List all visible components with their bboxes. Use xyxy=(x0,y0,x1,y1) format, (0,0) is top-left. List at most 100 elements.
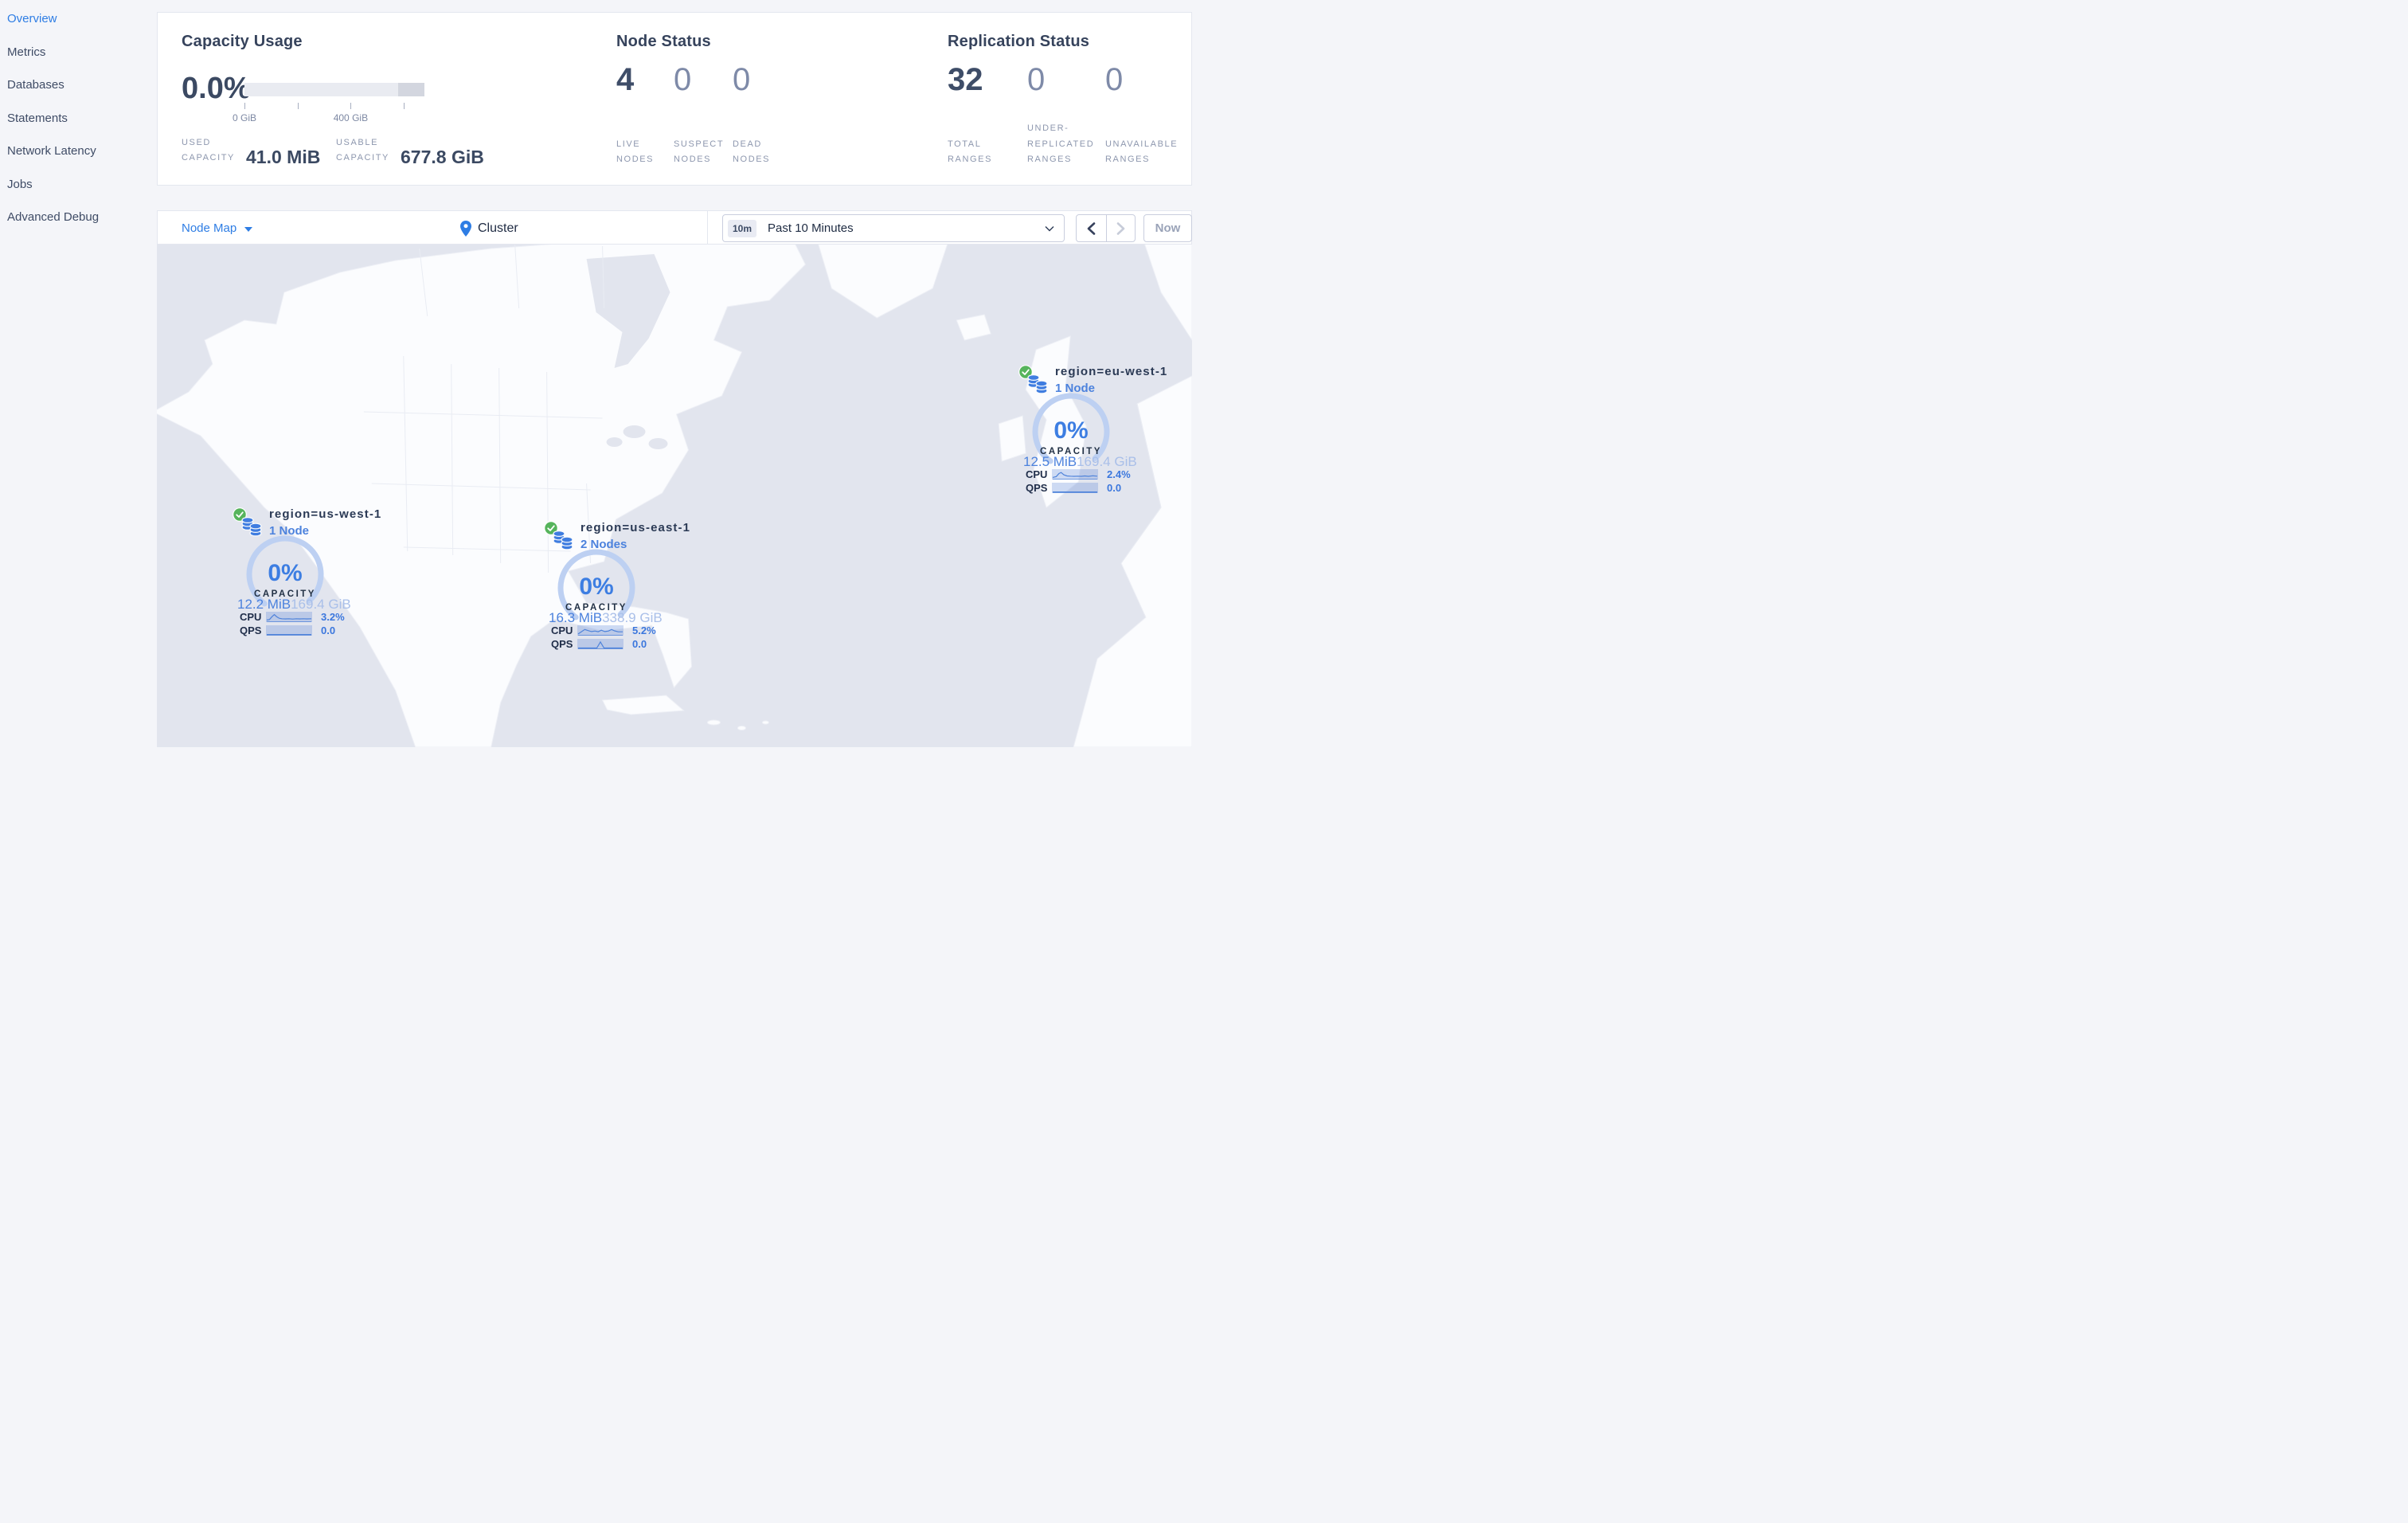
qps-label: QPS xyxy=(240,624,262,636)
chevron-down-icon xyxy=(1045,225,1054,231)
qps-value: 0.0 xyxy=(321,624,336,636)
map-toolbar: Node Map Cluster 10m Past 10 Minutes Now xyxy=(157,210,1192,245)
qps-row: QPS 0.0 xyxy=(240,624,399,636)
donut-percent: 0% xyxy=(579,574,613,600)
stat-value: 4 xyxy=(616,62,635,97)
stat-label: UNDER- REPLICATED RANGES xyxy=(1027,123,1095,164)
capacity-axis-tick xyxy=(404,103,405,109)
qps-label: QPS xyxy=(1026,481,1048,494)
region-node-count-link[interactable]: 1 Node xyxy=(269,524,310,538)
sidebar-item-advanced-debug[interactable]: Advanced Debug xyxy=(0,201,157,234)
time-range-badge: 10m xyxy=(728,219,757,237)
region-marker-us-west-1: region=us-west-1 1 Node 0% CAPACITY 12.2… xyxy=(233,507,404,643)
usable-capacity-metric: USABLE CAPACITY 677.8 GiB xyxy=(336,135,484,168)
donut-percent: 0% xyxy=(1054,417,1088,444)
capacity-values: 12.5 MiB 169.4 GiB xyxy=(1023,454,1137,470)
time-next-button[interactable] xyxy=(1105,215,1136,241)
database-nodes-icon xyxy=(241,516,262,537)
sidebar-item-label: Statements xyxy=(7,111,68,125)
healthy-check-icon xyxy=(544,521,558,535)
map-pin-icon xyxy=(460,220,471,237)
total-capacity: 338.9 GiB xyxy=(602,610,663,625)
caret-down-icon xyxy=(244,226,253,232)
now-button[interactable]: Now xyxy=(1143,214,1192,242)
chevron-right-icon xyxy=(1116,221,1125,235)
used-capacity: 12.5 MiB xyxy=(1023,454,1077,469)
usable-capacity-label: USABLE CAPACITY xyxy=(336,137,389,162)
qps-label: QPS xyxy=(551,637,573,650)
stat-label: UNAVAILABLE RANGES xyxy=(1105,139,1179,164)
donut-capacity-label: CAPACITY xyxy=(254,589,316,599)
cpu-label: CPU xyxy=(551,624,573,636)
stat-label: SUSPECT NODES xyxy=(674,139,725,164)
time-range-dropdown[interactable]: 10m Past 10 Minutes xyxy=(722,214,1065,242)
sidebar-item-databases[interactable]: Databases xyxy=(0,69,157,102)
sidebar-item-jobs[interactable]: Jobs xyxy=(0,168,157,202)
world-map xyxy=(157,245,1192,747)
capacity-axis-tick xyxy=(297,103,299,109)
breadcrumb-label: Cluster xyxy=(478,221,518,235)
sidebar-item-overview[interactable]: Overview xyxy=(0,2,157,36)
stat-label: TOTAL RANGES xyxy=(948,139,993,164)
used-capacity-value: 41.0 MiB xyxy=(246,147,321,167)
used-capacity-label: USED CAPACITY xyxy=(182,137,235,162)
cpu-value: 3.2% xyxy=(321,610,345,623)
node-status-title: Node Status xyxy=(616,33,711,50)
replication-status-title: Replication Status xyxy=(948,33,1090,50)
healthy-check-icon xyxy=(233,507,247,522)
donut-capacity-label: CAPACITY xyxy=(565,603,627,613)
time-prev-button[interactable] xyxy=(1077,215,1106,241)
donut-capacity-label: CAPACITY xyxy=(1040,447,1102,456)
time-nav-arrows xyxy=(1076,214,1136,242)
region-label: region=us-east-1 xyxy=(580,521,691,534)
capacity-axis-label: 400 GiB xyxy=(333,112,369,123)
sidebar-item-network-latency[interactable]: Network Latency xyxy=(0,135,157,168)
view-selector-dropdown[interactable]: Node Map xyxy=(182,211,253,245)
sidebar-item-label: Jobs xyxy=(7,177,33,191)
view-selector-label: Node Map xyxy=(182,221,237,235)
sidebar-item-statements[interactable]: Statements xyxy=(0,102,157,135)
region-label: region=eu-west-1 xyxy=(1055,365,1168,378)
used-capacity-metric: USED CAPACITY 41.0 MiB xyxy=(182,135,321,168)
time-range-label: Past 10 Minutes xyxy=(768,221,854,235)
capacity-values: 16.3 MiB 338.9 GiB xyxy=(549,610,663,626)
cpu-sparkline xyxy=(266,611,312,622)
cpu-row: CPU 3.2% xyxy=(240,610,399,623)
sidebar-item-label: Overview xyxy=(7,12,57,26)
region-marker-eu-west-1: region=eu-west-1 1 Node 0% CAPACITY 12.5… xyxy=(1018,365,1190,500)
cluster-summary-card: Capacity Usage 0.0% 0 GiB 400 GiB USED CAP… xyxy=(157,12,1192,186)
stat-value: 0 xyxy=(733,62,751,97)
stat-label: DEAD NODES xyxy=(733,139,771,164)
qps-value: 0.0 xyxy=(1107,481,1122,494)
qps-row: QPS 0.0 xyxy=(551,637,710,650)
qps-sparkline xyxy=(577,638,624,649)
qps-value: 0.0 xyxy=(632,637,647,650)
sidebar-nav: Overview Metrics Databases Statements Ne… xyxy=(0,0,157,234)
capacity-bar: 0 GiB 400 GiB xyxy=(233,83,436,131)
region-node-count-link[interactable]: 1 Node xyxy=(1055,382,1096,395)
donut-percent: 0% xyxy=(268,560,302,586)
usable-capacity-value: 677.8 GiB xyxy=(401,147,484,167)
capacity-donut: 0% CAPACITY xyxy=(246,535,324,613)
breadcrumb[interactable]: Cluster xyxy=(460,211,518,245)
stat-value: 0 xyxy=(1105,62,1124,97)
qps-sparkline xyxy=(266,624,312,636)
sidebar-item-metrics[interactable]: Metrics xyxy=(0,36,157,69)
cpu-value: 2.4% xyxy=(1107,468,1131,480)
capacity-axis-label: 0 GiB xyxy=(232,112,257,123)
capacity-used-percent: 0.0% xyxy=(182,72,251,105)
sidebar-item-label: Metrics xyxy=(7,45,46,59)
total-capacity: 169.4 GiB xyxy=(291,597,351,612)
cpu-row: CPU 5.2% xyxy=(551,624,710,636)
total-capacity: 169.4 GiB xyxy=(1077,454,1137,469)
cpu-row: CPU 2.4% xyxy=(1026,468,1185,480)
capacity-donut: 0% CAPACITY xyxy=(557,549,635,627)
capacity-values: 12.2 MiB 169.4 GiB xyxy=(237,597,351,613)
cpu-label: CPU xyxy=(1026,468,1048,480)
database-nodes-icon xyxy=(1027,374,1048,394)
capacity-donut: 0% CAPACITY xyxy=(1032,393,1110,471)
region-node-count-link[interactable]: 2 Nodes xyxy=(580,538,627,551)
used-capacity: 12.2 MiB xyxy=(237,597,291,612)
healthy-check-icon xyxy=(1018,365,1033,379)
node-map: region=us-west-1 1 Node 0% CAPACITY 12.2… xyxy=(157,245,1192,747)
